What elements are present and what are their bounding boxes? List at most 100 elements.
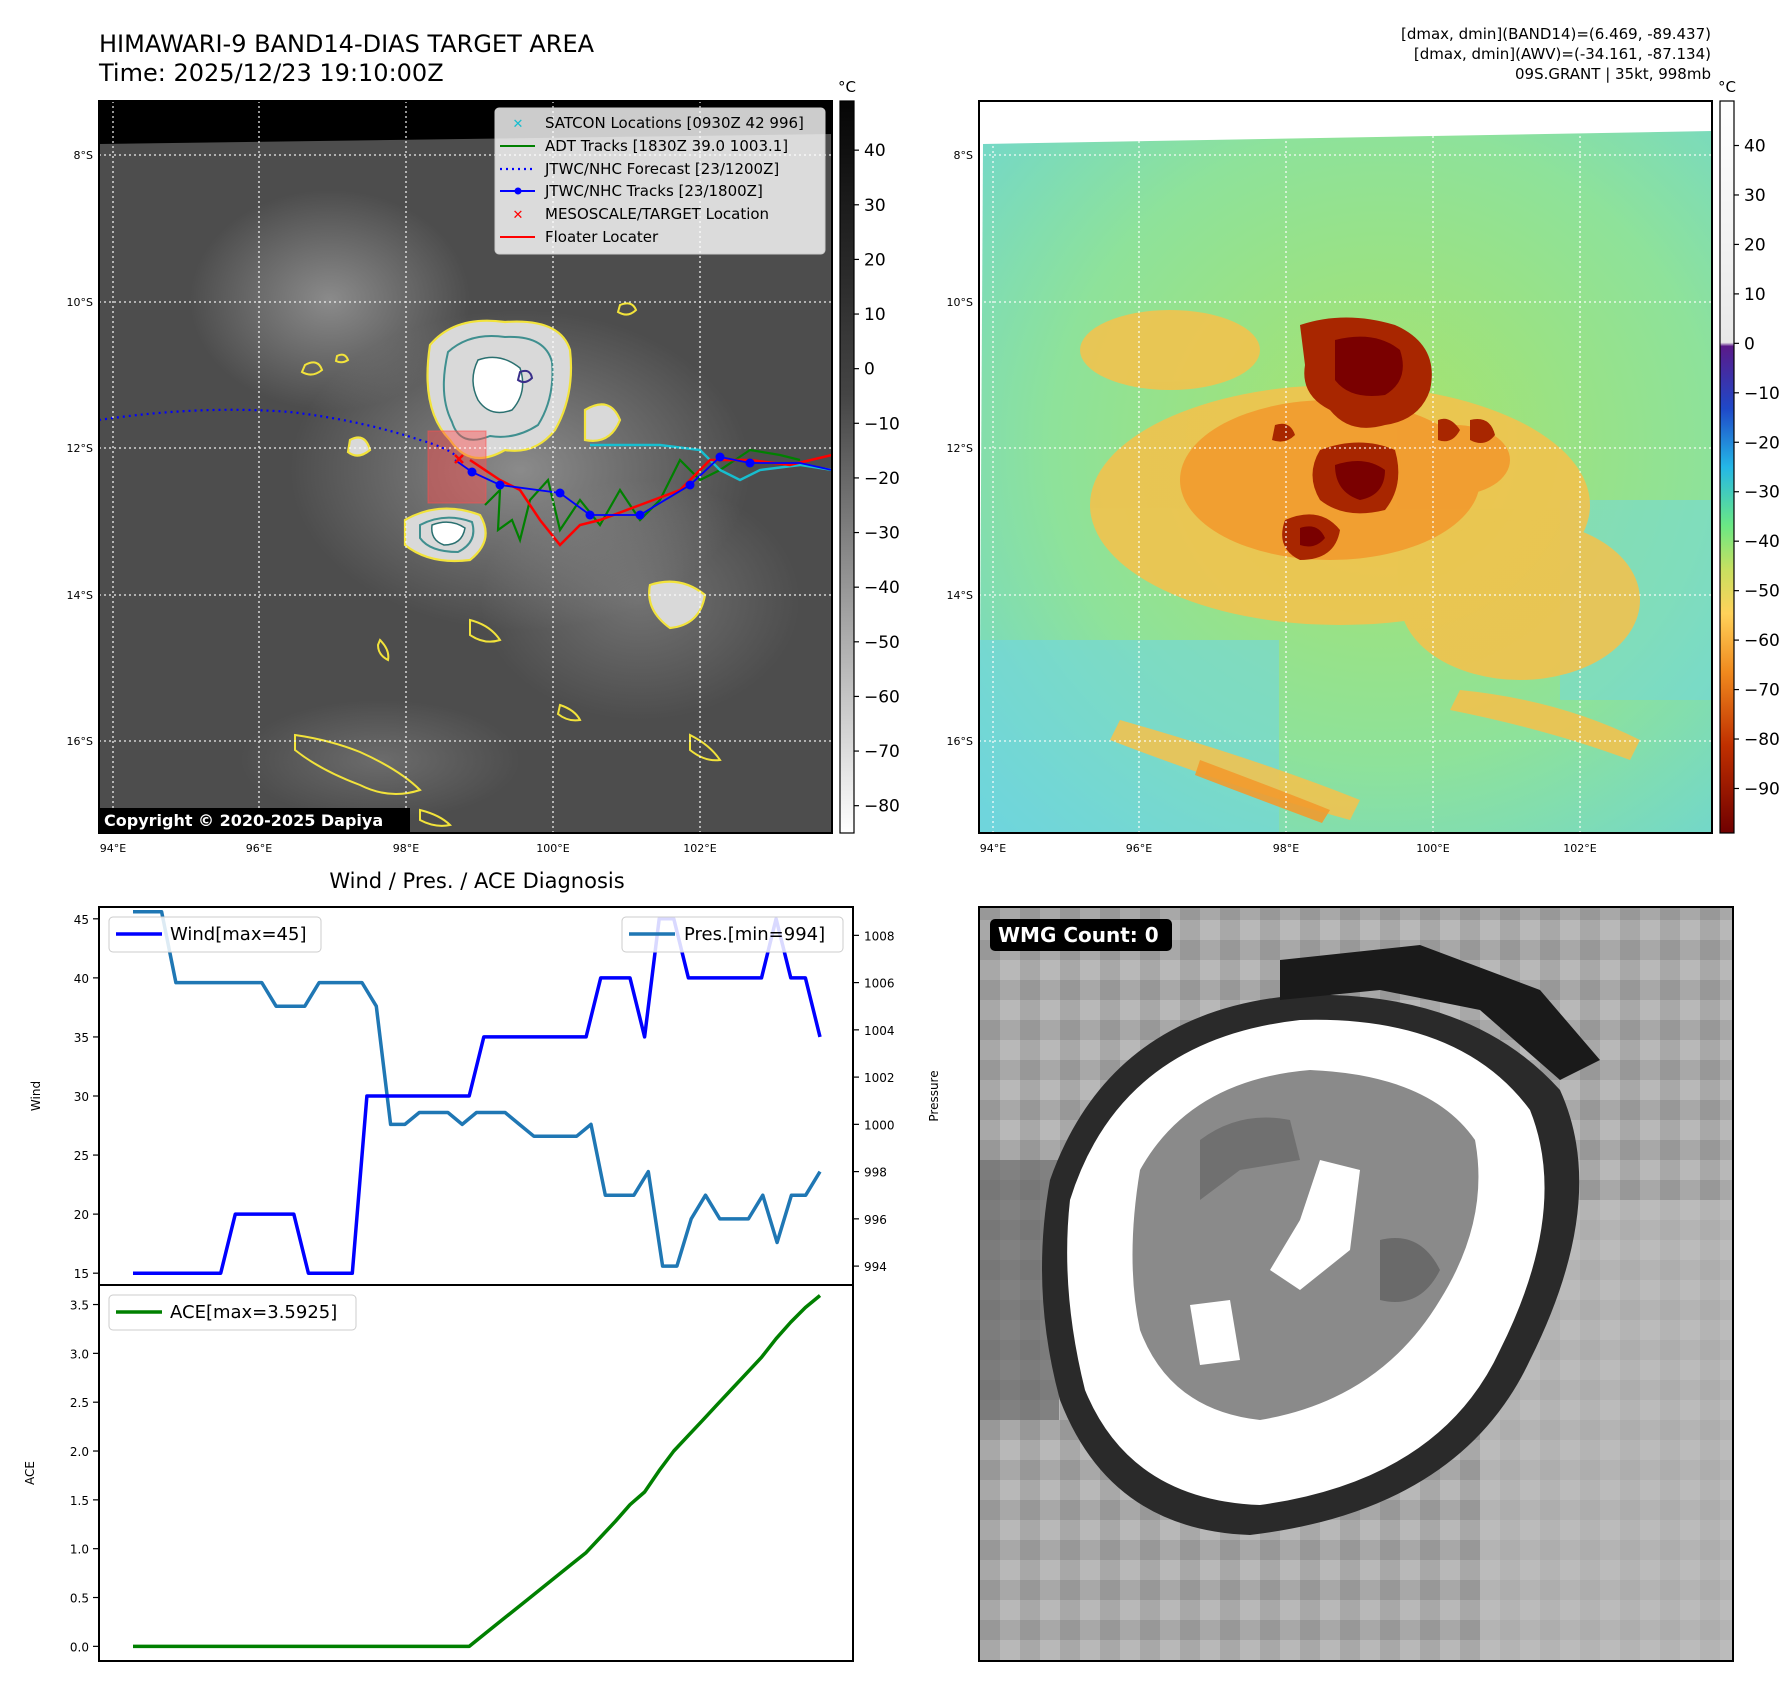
copyright: Copyright © 2020-2025 Dapiya bbox=[104, 811, 383, 830]
ace-axis-label: ACE bbox=[23, 1461, 37, 1485]
lon-label: 94°E bbox=[980, 842, 1006, 855]
legend-tracks: JTWC/NHC Tracks [23/1800Z] bbox=[500, 182, 763, 200]
colorbar-tick-label: −40 bbox=[864, 578, 900, 598]
storm-info: 09S.GRANT | 35kt, 998mb bbox=[1515, 65, 1711, 83]
lon-label: 100°E bbox=[536, 842, 569, 855]
lat-label: 12°S bbox=[947, 442, 973, 455]
satcon-icon: ✕ bbox=[513, 117, 524, 132]
colorbar-tick-label: −70 bbox=[864, 742, 900, 762]
colorbar-tick-label: −70 bbox=[1744, 681, 1780, 701]
colorbar-tick-label: 10 bbox=[864, 305, 886, 325]
wind-tick-label: 20 bbox=[74, 1208, 89, 1222]
colorbar-tick-label: −20 bbox=[864, 469, 900, 489]
ir-colorbar-unit: °C bbox=[838, 78, 856, 96]
legend-floater: Floater Locater bbox=[500, 228, 659, 246]
colorbar-tick-label: −50 bbox=[864, 633, 900, 653]
figure-time: Time: 2025/12/23 19:10:00Z bbox=[98, 59, 444, 87]
colorbar-tick-label: −60 bbox=[864, 687, 900, 707]
pressure-tick-label: 998 bbox=[864, 1166, 887, 1180]
lat-label: 14°S bbox=[67, 589, 93, 602]
ace-tick-label: 2.0 bbox=[70, 1445, 89, 1459]
dmax-awv: [dmax, dmin](AWV)=(-34.161, -87.134) bbox=[1414, 45, 1711, 63]
dmax-band14: [dmax, dmin](BAND14)=(6.469, -89.437) bbox=[1401, 25, 1711, 43]
colorbar-tick-label: 40 bbox=[864, 141, 886, 161]
wind-pressure-chart: 45 40 35 30 25 20 15 1008 1006 1004 1002 1000 998 99… bbox=[29, 906, 941, 1286]
wmg-panel: WMG Count: 0 bbox=[978, 906, 1734, 1662]
ir-map-panel: ✕ SATCON Locations [0930Z 42 996] ADT Tr… bbox=[98, 78, 900, 834]
wind-tick-label: 30 bbox=[74, 1090, 89, 1104]
pressure-legend: Pres.[min=994] bbox=[621, 916, 844, 953]
colorbar-tick-label: 10 bbox=[1744, 285, 1766, 305]
pressure-tick-label: 1004 bbox=[864, 1024, 895, 1038]
colorbar-tick-label: 20 bbox=[1744, 235, 1766, 255]
lat-label: 16°S bbox=[67, 735, 93, 748]
wv-colorbar-unit: °C bbox=[1718, 78, 1736, 96]
target-cross-icon: ✕ bbox=[513, 208, 524, 223]
pressure-tick-label: 994 bbox=[864, 1260, 887, 1274]
lat-label: 8°S bbox=[74, 149, 93, 162]
legend-target: ✕ MESOSCALE/TARGET Location bbox=[513, 205, 770, 223]
legend-label: Floater Locater bbox=[545, 228, 659, 246]
colorbar-tick-label: −10 bbox=[1744, 384, 1780, 404]
ace-tick-label: 3.5 bbox=[70, 1299, 89, 1313]
wv-map-panel: °C 40 30 20 10 0 −10 −20 −30 −40 −50 −60 −70 −80 −90 bbox=[978, 78, 1780, 834]
ace-y-ticks: 3.5 3.0 2.5 2.0 1.5 1.0 0.5 0.0 bbox=[70, 1299, 99, 1654]
pressure-legend-label: Pres.[min=994] bbox=[684, 924, 825, 945]
colorbar-tick-label: −30 bbox=[864, 524, 900, 544]
legend-adt: ADT Tracks [1830Z 39.0 1003.1] bbox=[500, 137, 788, 155]
lat-label: 10°S bbox=[67, 296, 93, 309]
wind-series-line bbox=[133, 917, 822, 1275]
colorbar-tick-label: 30 bbox=[864, 196, 886, 216]
ace-tick-label: 1.0 bbox=[70, 1543, 89, 1557]
wv-colorbar bbox=[1719, 100, 1735, 834]
lon-label: 102°E bbox=[683, 842, 716, 855]
ace-tick-label: 0.0 bbox=[70, 1640, 89, 1654]
wv-map-axis-labels: 8°S 10°S 12°S 14°S 16°S 94°E 96°E 98°E 100°E 102°… bbox=[947, 149, 1597, 855]
wind-axis-label: Wind bbox=[29, 1081, 43, 1111]
colorbar-tick-label: 0 bbox=[1744, 334, 1755, 354]
lon-label: 102°E bbox=[1563, 842, 1596, 855]
ace-legend: ACE[max=3.5925] bbox=[108, 1294, 357, 1331]
wind-legend-label: Wind[max=45] bbox=[170, 924, 307, 945]
lat-label: 14°S bbox=[947, 589, 973, 602]
lat-label: 8°S bbox=[954, 149, 973, 162]
diagnosis-title: Wind / Pres. / ACE Diagnosis bbox=[329, 869, 624, 893]
ir-map-axis-labels: 8°S 10°S 12°S 14°S 16°S 94°E 96°E 98°E 100°E 102°… bbox=[67, 149, 717, 855]
lon-label: 94°E bbox=[100, 842, 126, 855]
pressure-tick-label: 1000 bbox=[864, 1118, 895, 1132]
copyright-box bbox=[99, 808, 410, 833]
ir-colorbar-ticks: 40 30 20 10 0 −10 −20 −30 −40 −50 −60 −70 −80 bbox=[854, 141, 900, 817]
wind-tick-label: 35 bbox=[74, 1031, 89, 1045]
wind-tick-label: 45 bbox=[74, 913, 89, 927]
wind-tick-label: 40 bbox=[74, 972, 89, 986]
ir-legend: ✕ SATCON Locations [0930Z 42 996] ADT Tr… bbox=[494, 107, 826, 255]
legend-satcon: ✕ SATCON Locations [0930Z 42 996] bbox=[513, 114, 804, 132]
ace-tick-label: 3.0 bbox=[70, 1347, 89, 1361]
lon-label: 98°E bbox=[393, 842, 419, 855]
colorbar-tick-label: −80 bbox=[1744, 730, 1780, 750]
pressure-tick-label: 1008 bbox=[864, 929, 895, 943]
figure-title: HIMAWARI-9 BAND14-DIAS TARGET AREA bbox=[99, 30, 595, 58]
ace-tick-label: 2.5 bbox=[70, 1396, 89, 1410]
colorbar-tick-label: −10 bbox=[864, 414, 900, 434]
legend-label: MESOSCALE/TARGET Location bbox=[545, 205, 769, 223]
colorbar-tick-label: −50 bbox=[1744, 582, 1780, 602]
legend-forecast: JTWC/NHC Forecast [23/1200Z] bbox=[500, 160, 779, 178]
wind-tick-label: 15 bbox=[74, 1267, 89, 1281]
ace-tick-label: 0.5 bbox=[70, 1592, 89, 1606]
lon-label: 96°E bbox=[246, 842, 272, 855]
lat-label: 10°S bbox=[947, 296, 973, 309]
pressure-tick-label: 1002 bbox=[864, 1071, 895, 1085]
colorbar-tick-label: 20 bbox=[864, 250, 886, 270]
pressure-tick-label: 1006 bbox=[864, 977, 895, 991]
colorbar-tick-label: 30 bbox=[1744, 186, 1766, 206]
ace-legend-label: ACE[max=3.5925] bbox=[170, 1302, 337, 1323]
wv-colorbar-ticks: 40 30 20 10 0 −10 −20 −30 −40 −50 −60 −70 −80 −90 bbox=[1734, 137, 1780, 799]
pressure-y-ticks: 1008 1006 1004 1002 1000 998 996 994 bbox=[853, 929, 895, 1274]
lon-label: 96°E bbox=[1126, 842, 1152, 855]
colorbar-tick-label: −40 bbox=[1744, 532, 1780, 552]
colorbar-tick-label: −60 bbox=[1744, 631, 1780, 651]
legend-label: JTWC/NHC Forecast [23/1200Z] bbox=[544, 160, 779, 178]
wind-tick-label: 25 bbox=[74, 1149, 89, 1163]
legend-label: ADT Tracks [1830Z 39.0 1003.1] bbox=[545, 137, 788, 155]
